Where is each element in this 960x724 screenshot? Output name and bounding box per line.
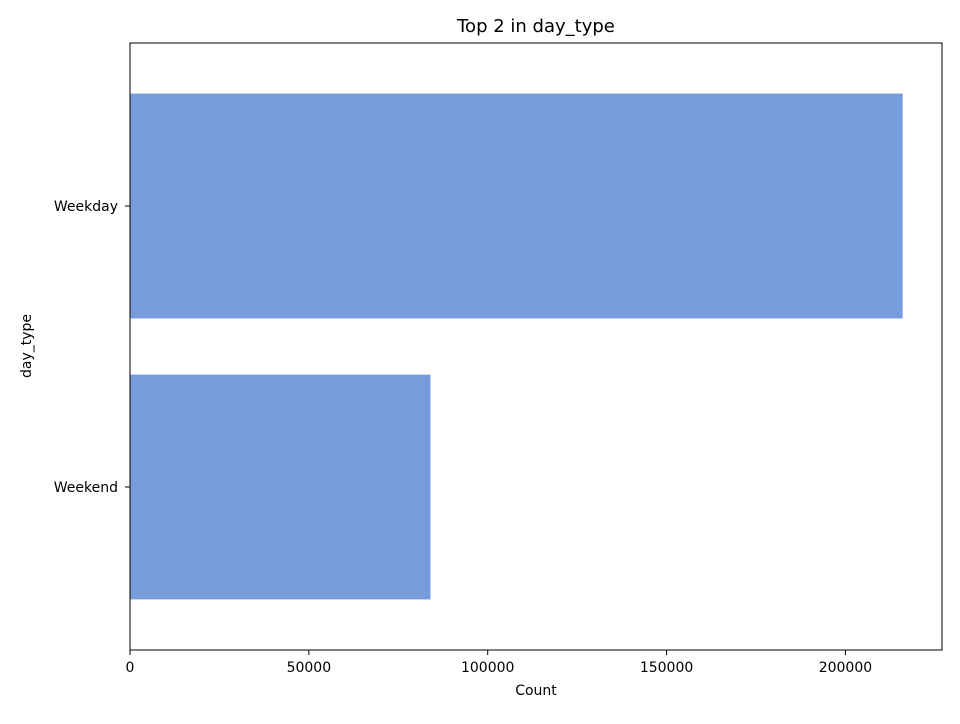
bars-layer (130, 93, 903, 600)
plot-frame (129, 42, 943, 651)
bar-weekend (130, 374, 431, 600)
bar-weekday (130, 93, 903, 319)
x-tick-label: 150000 (640, 660, 693, 676)
y-tick-label: Weekend (54, 480, 118, 496)
y-axis-ticks: Weekday Weekend (54, 199, 130, 496)
x-tick-label: 200000 (819, 660, 872, 676)
y-tick-label: Weekday (54, 199, 118, 215)
chart-title: Top 2 in day_type (456, 16, 615, 37)
x-tick-label: 50000 (287, 660, 332, 676)
x-tick-label: 100000 (461, 660, 514, 676)
x-axis-label: Count (515, 683, 557, 699)
y-axis-label: day_type (19, 314, 35, 378)
x-axis-ticks: 0 50000 100000 150000 200000 (126, 650, 872, 676)
x-tick-label: 0 (126, 660, 135, 676)
